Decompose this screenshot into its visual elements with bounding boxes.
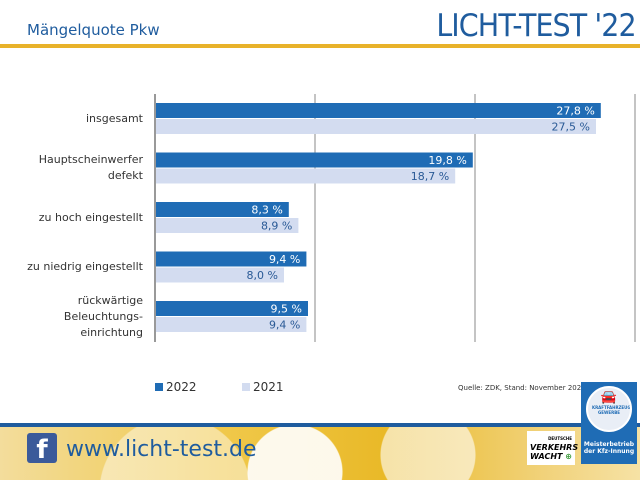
- bar-2021: [156, 317, 307, 332]
- bar-2021: [156, 267, 284, 283]
- bar-2021: [156, 119, 596, 134]
- bar-2021: [156, 218, 299, 233]
- category-label: Hauptscheinwerfer defekt: [38, 153, 143, 182]
- data-label: 9,4 %: [269, 319, 300, 332]
- bar-2022: [156, 301, 308, 316]
- data-label: 19,8 %: [428, 154, 466, 167]
- legend-label: 2022: [166, 380, 197, 394]
- data-label: 9,5 %: [271, 303, 302, 316]
- website-link[interactable]: www.licht-test.de: [66, 437, 257, 462]
- data-label: 18,7 %: [411, 170, 449, 183]
- legend-swatch: [155, 383, 163, 391]
- kfz-innung-badge: 🚘 KRAFTFAHRZEUG GEWERBE Meisterbetrieb d…: [581, 382, 637, 464]
- bar-2022: [156, 152, 473, 168]
- footer: f www.licht-test.de DEUTSCHE VERKEHRS WACH…: [0, 423, 640, 480]
- badge-ring-text: KRAFTFAHRZEUG GEWERBE: [592, 405, 631, 415]
- legend-item-2022: 2022: [155, 380, 197, 394]
- facebook-icon[interactable]: f: [27, 433, 57, 465]
- bar-2022: [156, 251, 307, 267]
- data-label: 8,9 %: [261, 220, 292, 233]
- legend-label: 2021: [253, 380, 284, 394]
- chart-subtitle: Mängelquote Pkw: [27, 21, 160, 39]
- data-label: 9,4 %: [269, 253, 300, 266]
- data-label: 8,0 %: [247, 269, 278, 282]
- bar-2022: [156, 202, 289, 217]
- divider: [0, 44, 640, 48]
- data-label: 8,3 %: [251, 204, 282, 217]
- page-title: LICHT-TEST '22: [436, 8, 637, 44]
- legend-swatch: [242, 383, 250, 391]
- source-note: Quelle: ZDK, Stand: November 2022: [458, 384, 586, 392]
- bar-2021: [156, 168, 456, 184]
- data-label: 27,5 %: [552, 121, 590, 134]
- data-label: 27,8 %: [556, 105, 594, 118]
- category-label: zu hoch eingestellt: [38, 210, 143, 224]
- category-label: zu niedrig eingestellt: [27, 260, 143, 273]
- verkehrswacht-logo: DEUTSCHE VERKEHRS WACHT ⊕: [527, 431, 578, 465]
- badge-text: Meisterbetrieb der Kfz-Innung: [583, 441, 635, 455]
- bar-2022: [156, 103, 601, 118]
- category-label: rückwärtige Beleuchtungs-einrichtung: [63, 293, 143, 339]
- category-label: insgesamt: [85, 111, 143, 125]
- car-icon: 🚘: [600, 390, 618, 405]
- legend-item-2021: 2021: [242, 380, 284, 394]
- badge-logo: 🚘 KRAFTFAHRZEUG GEWERBE: [586, 386, 632, 432]
